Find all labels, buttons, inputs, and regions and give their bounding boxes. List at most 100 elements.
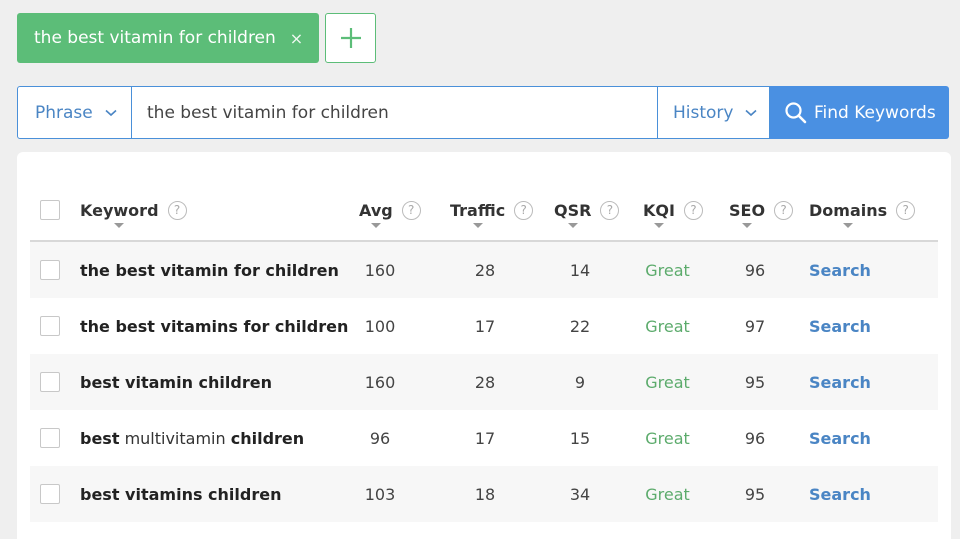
table-row: the best vitamins for children 100 17 22 Gre… [30, 298, 938, 354]
avg-cell: 96 [369, 428, 391, 448]
sort-arrow-icon [843, 222, 854, 228]
keyword-text: the best vitamins for children [80, 316, 349, 336]
avg-cell: 100 [364, 316, 396, 336]
header-domains-label: Domains [809, 200, 888, 220]
keyword-cell: best vitamins children [80, 466, 370, 522]
domains-search-link[interactable]: Search [809, 484, 871, 504]
seo-cell: 95 [744, 372, 766, 392]
sort-arrow-icon [114, 222, 125, 228]
help-icon[interactable]: ? [774, 200, 794, 220]
kqi-cell: Great [645, 428, 690, 448]
avg-cell: 160 [364, 260, 396, 280]
header-avg[interactable]: Avg ? [359, 180, 449, 240]
keyword-text: best vitamins children [80, 484, 282, 504]
header-qsr[interactable]: QSR ? [554, 180, 644, 240]
header-keyword-label: Keyword [80, 200, 159, 220]
sort-arrow-icon [653, 222, 664, 228]
help-icon[interactable]: ? [167, 200, 187, 220]
qsr-cell: 22 [569, 316, 591, 336]
qsr-cell: 14 [569, 260, 591, 280]
sort-arrow-icon [370, 222, 381, 228]
seo-cell: 96 [744, 260, 766, 280]
sort-arrow-icon [472, 222, 483, 228]
keyword-text: best [80, 428, 120, 448]
keyword-cell: best vitamin children [80, 354, 370, 410]
keyword-text: best vitamin children [80, 372, 272, 392]
help-icon[interactable]: ? [600, 200, 620, 220]
history-select[interactable]: History [658, 86, 770, 139]
search-mode-select[interactable]: Phrase [17, 86, 132, 139]
header-seo[interactable]: SEO ? [729, 180, 819, 240]
table-row: best vitamin children 160 28 9 Great 95 Search [30, 354, 938, 410]
row-checkbox[interactable] [40, 260, 60, 280]
chevron-down-icon [745, 109, 758, 117]
help-icon[interactable]: ? [683, 200, 703, 220]
table-row: best multivitamin children 96 17 15 Great 96 S… [30, 410, 938, 466]
search-input[interactable]: the best vitamin for children [132, 86, 658, 139]
keyword-tabs: the best vitamin for children × [17, 13, 377, 63]
keyword-text: children [230, 428, 305, 448]
header-traffic[interactable]: Traffic ? [450, 180, 540, 240]
traffic-cell: 28 [474, 260, 496, 280]
sort-arrow-icon [742, 222, 753, 228]
header-keyword[interactable]: Keyword ? [80, 180, 370, 240]
row-checkbox[interactable] [40, 372, 60, 392]
row-checkbox[interactable] [40, 484, 60, 504]
add-keyword-button[interactable] [325, 13, 377, 63]
qsr-cell: 34 [569, 484, 591, 504]
search-mode-label: Phrase [35, 102, 93, 123]
seo-cell: 95 [744, 484, 766, 504]
search-icon [785, 101, 807, 123]
find-keywords-button[interactable]: Find Keywords [770, 86, 949, 139]
sort-arrow-icon [567, 222, 578, 228]
keyword-text: multivitamin [119, 428, 231, 448]
chevron-down-icon [105, 109, 117, 117]
keyword-text: the best vitamin for children [80, 260, 339, 280]
results-panel: Keyword ? Avg ? Traffic ? QSR ? KQI ? SE… [17, 152, 951, 539]
help-icon[interactable]: ? [401, 200, 421, 220]
keyword-cell: best multivitamin children [80, 410, 370, 466]
row-checkbox[interactable] [40, 316, 60, 336]
keyword-cell: the best vitamin for children [80, 242, 370, 298]
seo-cell: 97 [744, 316, 766, 336]
header-domains[interactable]: Domains ? [809, 180, 939, 240]
keyword-chip[interactable]: the best vitamin for children × [17, 13, 320, 63]
qsr-cell: 15 [569, 428, 591, 448]
help-icon[interactable]: ? [896, 200, 916, 220]
domains-search-link[interactable]: Search [809, 316, 871, 336]
find-keywords-label: Find Keywords [814, 102, 936, 123]
domains-search-link[interactable]: Search [809, 260, 871, 280]
keyword-cell: the best vitamins for children [80, 298, 370, 354]
domains-search-link[interactable]: Search [809, 428, 871, 448]
search-bar: Phrase the best vitamin for children His… [17, 86, 949, 139]
table-header: Keyword ? Avg ? Traffic ? QSR ? KQI ? SE… [30, 180, 938, 242]
keyword-chip-label: the best vitamin for children [34, 28, 276, 48]
header-kqi-label: KQI [643, 200, 675, 220]
avg-cell: 160 [364, 372, 396, 392]
traffic-cell: 17 [474, 428, 496, 448]
header-qsr-label: QSR [554, 200, 592, 220]
kqi-cell: Great [645, 372, 690, 392]
qsr-cell: 9 [574, 372, 586, 392]
header-traffic-label: Traffic [450, 200, 506, 220]
plus-icon [340, 28, 361, 48]
kqi-cell: Great [645, 484, 690, 504]
traffic-cell: 28 [474, 372, 496, 392]
avg-cell: 103 [364, 484, 396, 504]
table-row: best vitamins children 103 18 34 Great 95 Sear… [30, 466, 938, 522]
kqi-cell: Great [645, 316, 690, 336]
help-icon[interactable]: ? [514, 200, 534, 220]
seo-cell: 96 [744, 428, 766, 448]
header-seo-label: SEO [729, 200, 766, 220]
row-checkbox[interactable] [40, 428, 60, 448]
kqi-cell: Great [645, 260, 690, 280]
header-kqi[interactable]: KQI ? [643, 180, 738, 240]
table-row: the best vitamin for children 160 28 14 Grea… [30, 242, 938, 298]
domains-search-link[interactable]: Search [809, 372, 871, 392]
header-avg-label: Avg [359, 200, 393, 220]
history-label: History [673, 102, 734, 123]
traffic-cell: 18 [474, 484, 496, 504]
close-icon[interactable]: × [289, 28, 304, 48]
select-all-checkbox[interactable] [40, 200, 60, 220]
traffic-cell: 17 [474, 316, 496, 336]
